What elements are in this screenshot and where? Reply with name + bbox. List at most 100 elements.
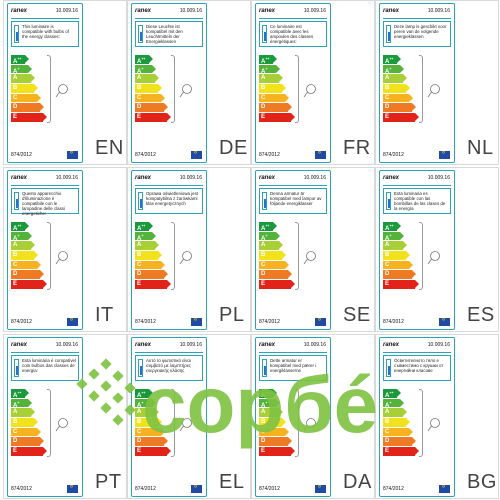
energy-class-letter: A	[385, 235, 390, 242]
energy-class-bar: A	[135, 408, 159, 417]
eu-flag-icon	[191, 482, 202, 493]
energy-class-plus: +	[17, 66, 20, 71]
energy-class-letter: C	[261, 428, 266, 435]
energy-scale: A++ A+ A B C D E	[11, 389, 47, 457]
energy-class-bar: A	[383, 408, 407, 417]
energy-class-bar: A++	[259, 222, 277, 232]
energy-class-bar: C	[383, 93, 413, 103]
divider	[383, 18, 451, 19]
energy-label-card: ranex 10.009.16 Questo apparecchio d'ill…	[7, 170, 83, 330]
energy-class-bar: A	[135, 241, 159, 250]
energy-class-bar: A+	[259, 398, 280, 409]
energy-class-letter: C	[385, 428, 390, 435]
divider	[259, 185, 327, 186]
energy-class-bar: A+	[135, 231, 156, 242]
energy-label-card: ranex 10.009.16 Esta luminaria es compat…	[379, 170, 455, 330]
energy-class-letter: A	[261, 226, 266, 232]
product-code: 10.009.16	[179, 175, 202, 181]
product-code: 10.009.16	[179, 8, 202, 14]
brand-logo: ranex	[11, 175, 28, 181]
energy-class-letter: D	[137, 438, 142, 445]
regulation-number: 874/2012	[135, 152, 156, 158]
energy-class-plus: ++	[265, 224, 270, 228]
energy-class-bar: E	[135, 113, 171, 122]
bulb-icon	[55, 251, 68, 265]
energy-class-letter: E	[261, 114, 266, 121]
divider	[11, 18, 79, 19]
brand-logo: ranex	[259, 8, 276, 14]
energy-class-letter: B	[13, 252, 18, 259]
energy-label-cell: ranex 10.009.16 Diese Leuchte ist kompat…	[127, 0, 251, 165]
energy-class-bar: B	[11, 251, 38, 260]
language-code: DE	[219, 137, 248, 159]
lamp-icon	[14, 25, 19, 43]
energy-class-bar: D	[11, 270, 44, 279]
compatibility-text: Questo apparecchio d'illuminazione è com…	[22, 191, 65, 216]
energy-scale: A++ A+ A B C D E	[383, 222, 419, 290]
compatibility-text: Αυτό το φωτιστικό είναι συμβατό με λαμπτ…	[146, 358, 191, 373]
compatibility-box: Questo apparecchio d'illuminazione è com…	[11, 188, 79, 216]
energy-class-letter: A	[13, 242, 18, 249]
energy-class-bar: D	[383, 437, 416, 446]
energy-class-letter: E	[13, 281, 18, 288]
energy-class-letter: C	[385, 261, 390, 268]
energy-class-bar: A+	[11, 231, 32, 242]
regulation-number: 874/2012	[11, 486, 32, 492]
energy-class-letter: D	[261, 438, 266, 445]
energy-class-plus: ++	[141, 57, 146, 61]
energy-class-bar: B	[11, 84, 38, 93]
eu-flag-icon	[191, 315, 202, 326]
energy-label-cell: ranex 10.009.16 Questo apparecchio d'ill…	[3, 167, 127, 332]
energy-class-letter: A	[385, 75, 390, 82]
bulb-icon	[55, 418, 68, 432]
energy-class-bar: D	[383, 103, 416, 112]
energy-class-bar: A++	[135, 222, 153, 232]
divider	[135, 18, 203, 19]
energy-class-plus: ++	[389, 224, 394, 228]
energy-class-letter: A	[13, 59, 18, 65]
energy-class-plus: ++	[17, 391, 22, 395]
regulation-number: 874/2012	[259, 152, 280, 158]
energy-class-letter: E	[385, 448, 390, 455]
energy-class-letter: D	[385, 438, 390, 445]
energy-class-letter: E	[385, 114, 390, 121]
energy-class-bar: D	[259, 103, 292, 112]
bracket	[419, 389, 423, 457]
lamp-icon	[138, 359, 143, 377]
energy-class-letter: B	[261, 85, 266, 92]
energy-scale: A++ A+ A B C D E	[383, 389, 419, 457]
energy-class-letter: D	[261, 104, 266, 111]
language-code: DA	[343, 471, 372, 493]
brand-logo: ranex	[11, 342, 28, 348]
compatibility-box: Esta luminaria es compatible con las bom…	[383, 188, 451, 214]
bracket	[47, 222, 51, 290]
energy-class-bar: A+	[259, 231, 280, 242]
regulation-number: 874/2012	[135, 319, 156, 325]
energy-class-letter: B	[385, 419, 390, 426]
energy-class-bar: A	[383, 74, 407, 83]
energy-class-letter: A	[137, 409, 142, 416]
energy-class-bar: B	[259, 418, 286, 427]
energy-class-bar: D	[259, 270, 292, 279]
compatibility-box: Αυτό το φωτιστικό είναι συμβατό με λαμπτ…	[135, 355, 203, 381]
energy-class-letter: A	[13, 409, 18, 416]
energy-class-bar: D	[259, 437, 292, 446]
energy-class-bar: E	[135, 280, 171, 289]
product-code: 10.009.16	[303, 8, 326, 14]
energy-class-letter: A	[261, 242, 266, 249]
energy-class-plus: ++	[141, 391, 146, 395]
energy-class-letter: A	[385, 59, 390, 65]
energy-class-letter: A	[137, 393, 142, 399]
energy-scale: A++ A+ A B C D E	[259, 389, 295, 457]
compatibility-text: Oprawa oświetleniowa jest kompatybilna z…	[146, 191, 198, 206]
energy-class-letter: A	[13, 226, 18, 232]
energy-class-letter: D	[385, 104, 390, 111]
compatibility-text: Esta luminaria es compatible con las bom…	[394, 191, 446, 211]
energy-label-card: ranex 10.009.16 Diese Leuchte ist kompat…	[131, 3, 207, 163]
brand-logo: ranex	[135, 175, 152, 181]
energy-class-bar: A+	[11, 64, 32, 75]
eu-flag-icon	[67, 482, 78, 493]
bulb-icon	[427, 84, 440, 98]
energy-class-letter: C	[385, 94, 390, 101]
brand-logo: ranex	[383, 8, 400, 14]
